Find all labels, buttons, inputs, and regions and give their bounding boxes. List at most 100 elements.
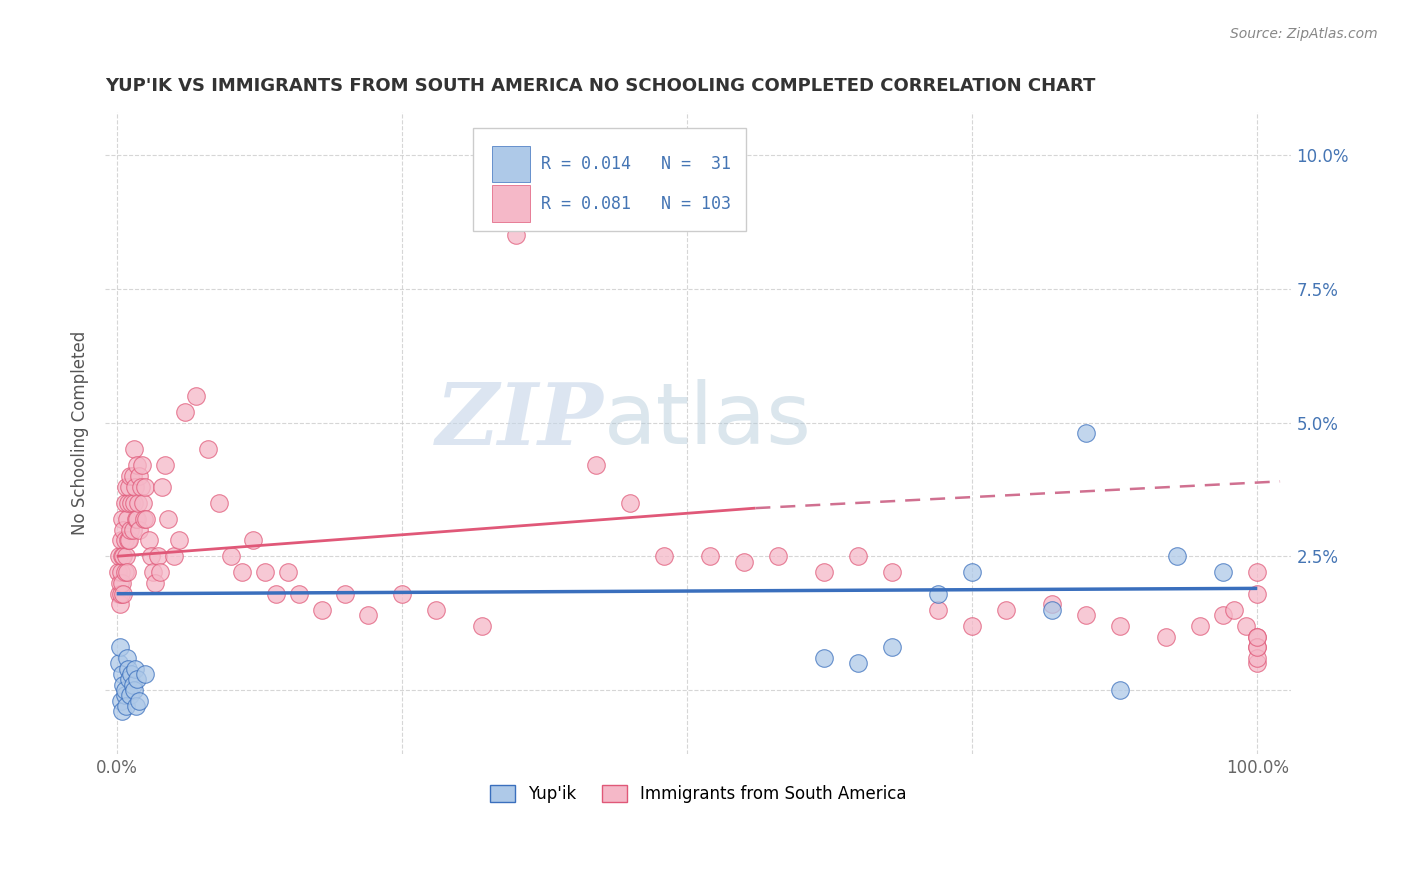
Point <box>127 496 149 510</box>
Point <box>114 533 136 548</box>
Text: YUP'IK VS IMMIGRANTS FROM SOUTH AMERICA NO SCHOOLING COMPLETED CORRELATION CHART: YUP'IK VS IMMIGRANTS FROM SOUTH AMERICA … <box>105 78 1095 95</box>
Point <box>311 603 333 617</box>
Point <box>1246 640 1268 655</box>
Point <box>115 651 138 665</box>
Point <box>231 566 253 580</box>
Point <box>127 512 149 526</box>
Point <box>333 587 356 601</box>
Point <box>117 662 139 676</box>
Point <box>288 587 311 601</box>
Text: Source: ZipAtlas.com: Source: ZipAtlas.com <box>1230 27 1378 41</box>
Y-axis label: No Schooling Completed: No Schooling Completed <box>72 331 89 535</box>
Point <box>112 549 135 564</box>
Point <box>1189 619 1212 633</box>
Point <box>197 442 219 457</box>
Point <box>1212 608 1234 623</box>
Point <box>118 480 141 494</box>
Point <box>108 657 131 671</box>
Point <box>585 458 607 473</box>
Point <box>118 673 141 687</box>
Point <box>142 566 165 580</box>
Point <box>733 555 755 569</box>
Point <box>110 566 132 580</box>
Point <box>108 598 131 612</box>
Point <box>127 673 149 687</box>
Point <box>242 533 264 548</box>
Point <box>505 228 527 243</box>
Point <box>112 523 135 537</box>
Point <box>882 640 904 655</box>
Point <box>882 566 904 580</box>
Text: R = 0.081   N = 103: R = 0.081 N = 103 <box>540 195 731 213</box>
Point <box>813 651 835 665</box>
Point <box>1212 566 1234 580</box>
Point <box>120 469 142 483</box>
Point <box>163 549 186 564</box>
Point <box>813 566 835 580</box>
Point <box>114 689 136 703</box>
Point <box>391 587 413 601</box>
Point <box>652 549 675 564</box>
Point <box>121 469 143 483</box>
Point <box>1246 587 1268 601</box>
Point <box>699 549 721 564</box>
Point <box>128 694 150 708</box>
Text: R = 0.014   N =  31: R = 0.014 N = 31 <box>540 155 731 173</box>
Point <box>169 533 191 548</box>
Point <box>135 512 157 526</box>
FancyBboxPatch shape <box>492 186 530 222</box>
Point <box>146 549 169 564</box>
Point <box>1246 630 1268 644</box>
Point <box>132 512 155 526</box>
Point <box>111 705 134 719</box>
FancyBboxPatch shape <box>472 128 745 231</box>
Point <box>111 512 134 526</box>
Point <box>1109 683 1132 698</box>
Point <box>110 587 132 601</box>
Point <box>111 576 134 591</box>
Point <box>125 512 148 526</box>
Point <box>117 496 139 510</box>
Point <box>131 458 153 473</box>
Point <box>538 212 561 227</box>
Point <box>108 549 131 564</box>
Point <box>117 533 139 548</box>
Point <box>927 587 949 601</box>
Point <box>1154 630 1177 644</box>
Point <box>108 576 131 591</box>
Point <box>114 549 136 564</box>
Point <box>108 587 131 601</box>
Point <box>471 619 494 633</box>
Point <box>120 667 142 681</box>
Point <box>619 496 641 510</box>
Point <box>1246 651 1268 665</box>
Point <box>128 469 150 483</box>
Point <box>156 512 179 526</box>
Point <box>138 533 160 548</box>
Point <box>1076 608 1098 623</box>
Point <box>132 496 155 510</box>
Point <box>253 566 276 580</box>
Legend: Yup'ik, Immigrants from South America: Yup'ik, Immigrants from South America <box>484 779 914 810</box>
Point <box>108 640 131 655</box>
Point <box>927 603 949 617</box>
Point <box>127 458 149 473</box>
Point <box>125 699 148 714</box>
Point <box>120 523 142 537</box>
Point <box>960 619 983 633</box>
Point <box>124 662 146 676</box>
Point <box>114 683 136 698</box>
Point <box>120 496 142 510</box>
Point <box>115 566 138 580</box>
Point <box>111 549 134 564</box>
Point <box>107 566 129 580</box>
Point <box>1076 426 1098 441</box>
Point <box>277 566 299 580</box>
Point <box>186 389 208 403</box>
Text: ZIP: ZIP <box>436 378 603 462</box>
Point <box>1040 598 1063 612</box>
Point <box>150 480 173 494</box>
Point <box>219 549 242 564</box>
Point <box>112 678 135 692</box>
Point <box>766 549 789 564</box>
